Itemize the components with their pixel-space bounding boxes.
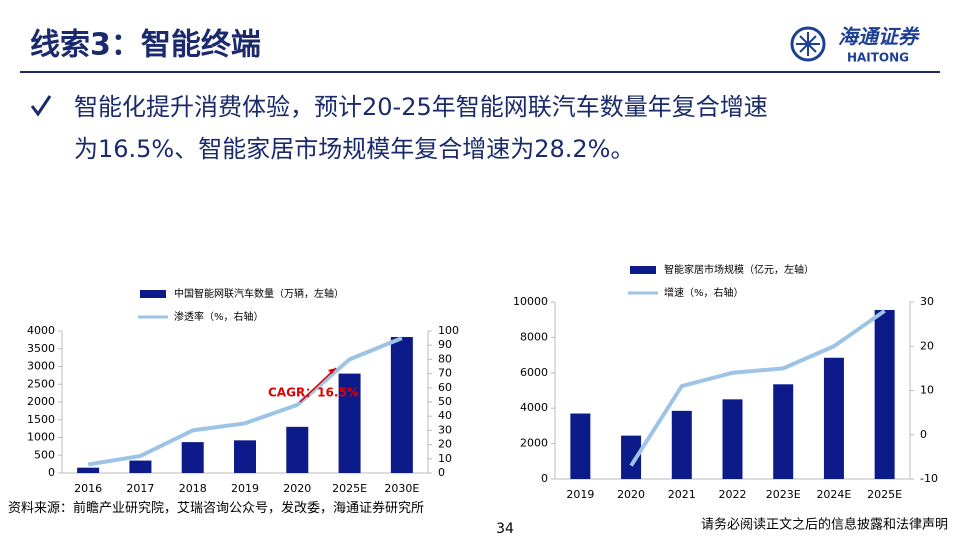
annotation-arrowhead [328, 368, 336, 374]
y2-tick-label: 10 [438, 452, 452, 465]
y2-tick-label: 60 [438, 381, 452, 394]
x-tick-label: 2025E [867, 488, 902, 501]
bar [874, 309, 895, 479]
x-tick-label: 2019 [231, 482, 259, 495]
legend-label: 智能家居市场规模（亿元，左轴） [664, 263, 814, 276]
bar [181, 442, 204, 473]
line-series [87, 336, 403, 467]
slide-title: 线索3：智能终端 [30, 28, 261, 63]
x-tick-label: 2030E [384, 482, 419, 495]
annotation-arrow [299, 367, 337, 403]
check-icon [30, 95, 52, 117]
y2-tick-label: 50 [438, 395, 452, 408]
legend-swatch [630, 266, 656, 274]
bar [621, 435, 642, 479]
bullet-line: 智能化提升消费体验，预计20-25年智能网联汽车数量年复合增速 [74, 93, 768, 121]
x-tick-label: 2021 [668, 488, 696, 501]
annotation: CAGR：16.5% [268, 386, 359, 400]
y2-tick-label: 0 [920, 428, 927, 441]
x-tick-label: 2023E [766, 488, 801, 501]
y2-tick-label: 20 [438, 438, 452, 451]
bar [234, 440, 256, 473]
x-tick-label: 2022 [719, 488, 747, 501]
y-tick-label: 4000 [27, 324, 55, 337]
bar [671, 410, 692, 479]
bar [286, 426, 309, 473]
bar [773, 384, 794, 479]
x-tick-label: 2024E [816, 488, 851, 501]
y2-tick-label: 20 [920, 339, 934, 352]
logo-en: HAITONG [847, 51, 909, 65]
y-tick-label: 500 [34, 448, 55, 461]
y2-tick-label: 10 [920, 384, 934, 397]
bullet-line: 为16.5%、智能家居市场规模年复合增速为28.2%。 [74, 135, 634, 163]
bar [570, 413, 591, 479]
y-tick-label: 8000 [520, 330, 548, 343]
x-tick-label: 2019 [566, 488, 594, 501]
y-tick-label: 4000 [520, 401, 548, 414]
y2-tick-label: 0 [438, 466, 445, 479]
x-tick-label: 2016 [74, 482, 102, 495]
y2-tick-label: 80 [438, 352, 452, 365]
y2-tick-label: -10 [920, 472, 938, 485]
legend-label: 增速（%，右轴） [664, 286, 744, 299]
x-tick-label: 2025E [332, 482, 367, 495]
y2-tick-label: 100 [438, 324, 459, 337]
y-tick-label: 0 [541, 472, 548, 485]
y-tick-label: 2500 [27, 377, 55, 390]
y2-tick-label: 70 [438, 367, 452, 380]
y-tick-label: 3500 [27, 342, 55, 355]
logo-mark [796, 32, 820, 56]
legend-swatch [140, 290, 166, 298]
x-tick-label: 2020 [617, 488, 645, 501]
x-tick-label: 2017 [126, 482, 154, 495]
y2-tick-label: 90 [438, 338, 452, 351]
y-tick-label: 6000 [520, 366, 548, 379]
legend-label: 中国智能网联汽车数量（万辆，左轴） [174, 287, 344, 300]
y-tick-label: 3000 [27, 360, 55, 373]
legend-label: 渗透率（%，右轴） [174, 310, 264, 323]
logo-icon [790, 26, 826, 62]
bar [338, 373, 361, 473]
x-tick-label: 2018 [179, 482, 207, 495]
bar [390, 337, 413, 473]
y2-tick-label: 30 [920, 295, 934, 308]
bar [129, 460, 152, 473]
bar [823, 357, 844, 479]
y2-tick-label: 40 [438, 409, 452, 422]
x-tick-label: 2020 [283, 482, 311, 495]
line-series [629, 309, 886, 467]
y-tick-label: 0 [48, 466, 55, 479]
page-number: 34 [496, 521, 514, 537]
disclaimer: 请务必阅读正文之后的信息披露和法律声明 [701, 517, 948, 533]
logo-cn: 海通证券 [838, 25, 920, 49]
y-tick-label: 2000 [27, 395, 55, 408]
y2-tick-label: 30 [438, 423, 452, 436]
y-tick-label: 1000 [27, 431, 55, 444]
bar [722, 399, 743, 479]
source-note: 资料来源：前瞻产业研究院，艾瑞咨询公众号，发改委，海通证券研究所 [8, 501, 425, 516]
y-tick-label: 2000 [520, 437, 548, 450]
y-tick-label: 10000 [513, 295, 548, 308]
bar [77, 467, 100, 473]
y-tick-label: 1500 [27, 413, 55, 426]
